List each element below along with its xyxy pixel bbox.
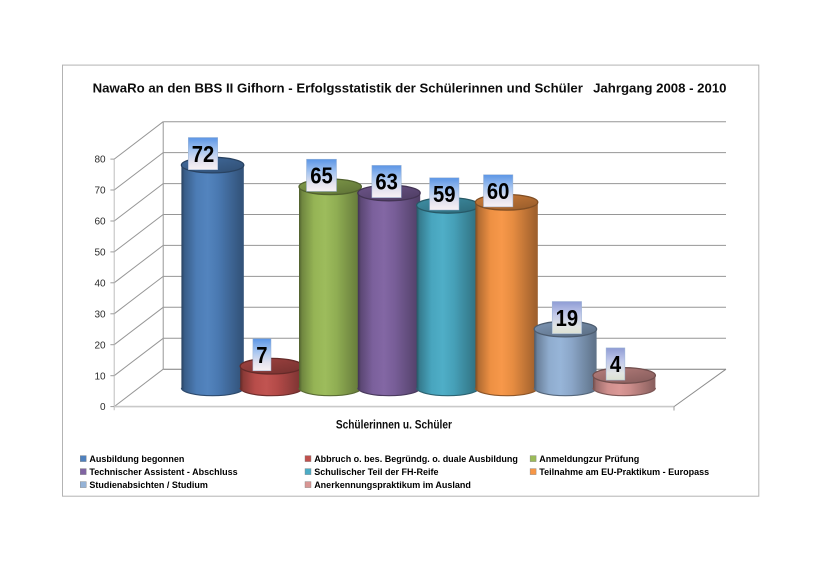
svg-text:7: 7 bbox=[256, 342, 267, 369]
svg-text:40: 40 bbox=[94, 278, 106, 289]
svg-text:10: 10 bbox=[94, 371, 106, 382]
svg-text:59: 59 bbox=[433, 181, 456, 208]
svg-text:Abbruch o. bes. Begründg. o. d: Abbruch o. bes. Begründg. o. duale Ausbi… bbox=[314, 454, 518, 464]
svg-text:50: 50 bbox=[94, 248, 106, 259]
svg-text:60: 60 bbox=[94, 217, 106, 228]
svg-text:30: 30 bbox=[94, 309, 106, 320]
svg-text:19: 19 bbox=[556, 305, 579, 332]
svg-text:Schülerinnen u. Schüler: Schülerinnen u. Schüler bbox=[336, 419, 453, 432]
svg-text:60: 60 bbox=[487, 178, 510, 205]
svg-text:72: 72 bbox=[192, 141, 215, 168]
svg-text:63: 63 bbox=[375, 168, 398, 195]
svg-text:70: 70 bbox=[94, 186, 106, 197]
svg-text:4: 4 bbox=[610, 351, 621, 378]
svg-text:Anerkennungspraktikum im Ausla: Anerkennungspraktikum im Ausland bbox=[314, 480, 471, 490]
svg-text:Technischer Assistent - Abschl: Technischer Assistent - Abschluss bbox=[89, 467, 237, 477]
svg-text:65: 65 bbox=[310, 162, 333, 189]
svg-text:Studienabsichten / Studium: Studienabsichten / Studium bbox=[89, 480, 208, 490]
svg-text:0: 0 bbox=[100, 402, 106, 413]
svg-text:80: 80 bbox=[94, 155, 106, 166]
svg-text:20: 20 bbox=[94, 340, 106, 351]
svg-text:Ausbildung begonnen: Ausbildung begonnen bbox=[89, 454, 184, 464]
svg-text:Anmeldungzur Prüfung: Anmeldungzur Prüfung bbox=[539, 454, 639, 464]
svg-text:Teilnahme am EU-Praktikum - Eu: Teilnahme am EU-Praktikum - Europass bbox=[539, 467, 709, 477]
svg-text:Schulischer Teil der FH-Reife: Schulischer Teil der FH-Reife bbox=[314, 467, 438, 477]
svg-text:NawaRo an den BBS II Gifhorn -: NawaRo an den BBS II Gifhorn - Erfolgsst… bbox=[93, 81, 727, 96]
